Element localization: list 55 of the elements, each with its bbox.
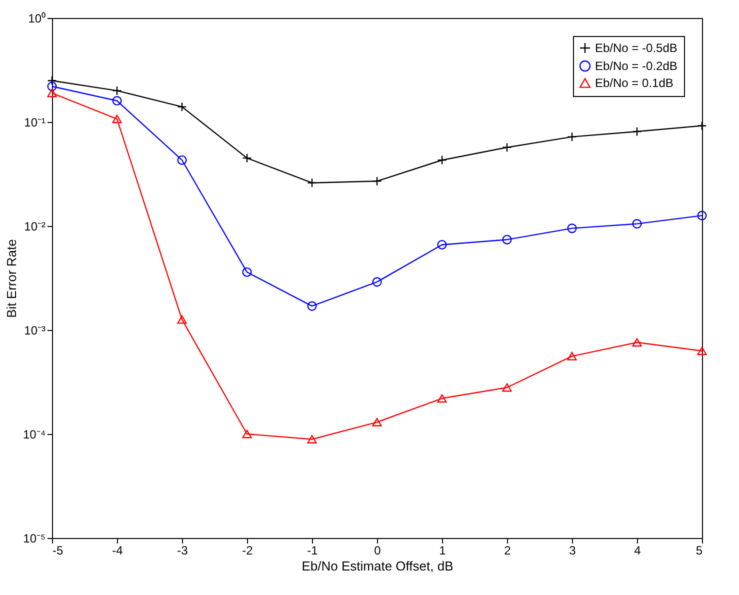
- point: [437, 394, 447, 403]
- x-tick-label: -5: [52, 544, 64, 558]
- point: [632, 219, 642, 229]
- point: [112, 114, 122, 124]
- point: [567, 132, 577, 142]
- point: [697, 346, 707, 356]
- point: [112, 86, 122, 96]
- point: [372, 176, 382, 186]
- x-tick-label: -2: [242, 544, 254, 558]
- point: [502, 142, 512, 152]
- legend-label: Eb/No = 0.1dB: [595, 76, 674, 90]
- x-tick-label: 5: [696, 544, 703, 558]
- point: [242, 153, 252, 163]
- point: [437, 155, 447, 165]
- point: [177, 102, 187, 112]
- point: [47, 88, 57, 98]
- y-axis-title: Bit Error Rate: [4, 239, 19, 318]
- y-tick-label: 10⁰: [28, 12, 46, 26]
- point: [307, 435, 317, 444]
- legend-label: Eb/No = -0.5dB: [595, 41, 678, 55]
- point: [372, 277, 382, 287]
- x-axis-title: Eb/No Estimate Offset, dB: [302, 558, 454, 574]
- y-tick-label: 10⁻⁵: [23, 532, 46, 546]
- point: [567, 224, 577, 234]
- point: [697, 120, 707, 131]
- x-tick-label: -4: [112, 544, 124, 558]
- point: [112, 96, 122, 106]
- point: [177, 155, 187, 165]
- legend-label: Eb/No = -0.2dB: [595, 59, 678, 73]
- point: [632, 338, 642, 347]
- point: [697, 210, 707, 220]
- point: [502, 383, 512, 392]
- x-tick-label: 4: [634, 544, 642, 558]
- point: [242, 267, 252, 277]
- point: [437, 240, 447, 250]
- point: [47, 76, 57, 86]
- y-tick-label: 10⁻²: [24, 220, 46, 234]
- y-tick-label: 10⁻¹: [24, 116, 46, 130]
- point: [307, 178, 317, 188]
- point: [47, 82, 57, 92]
- point: [242, 430, 252, 438]
- x-tick-label: -1: [307, 544, 318, 558]
- x-tick-label: 2: [504, 544, 512, 558]
- x-tick-label: -3: [177, 544, 188, 558]
- x-tick-label: 1: [439, 544, 446, 558]
- point: [567, 352, 577, 360]
- x-tick-label: 0: [374, 544, 382, 558]
- point: [307, 301, 317, 311]
- y-tick-label: 10⁻³: [24, 324, 46, 338]
- point: [177, 315, 187, 324]
- x-tick-label: 3: [569, 544, 576, 558]
- point: [372, 418, 382, 426]
- point: [632, 126, 642, 136]
- point: [502, 234, 512, 244]
- y-tick-label: 10⁻⁴: [22, 428, 46, 442]
